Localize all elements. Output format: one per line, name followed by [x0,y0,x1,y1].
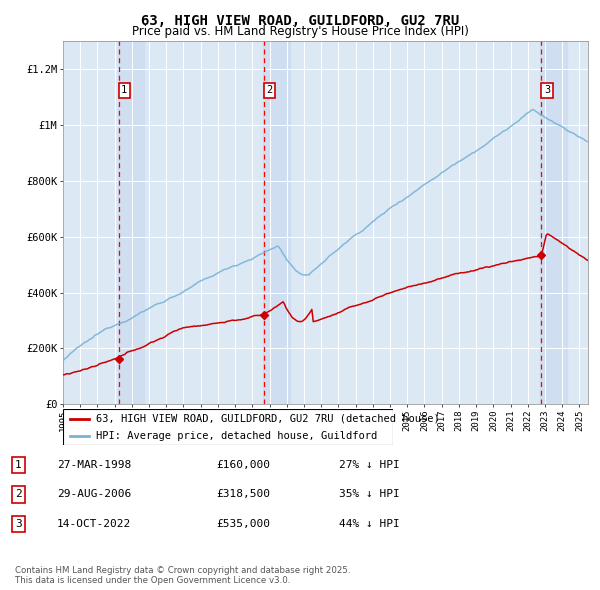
Text: Contains HM Land Registry data © Crown copyright and database right 2025.
This d: Contains HM Land Registry data © Crown c… [15,566,350,585]
Text: 27% ↓ HPI: 27% ↓ HPI [339,460,400,470]
Text: Price paid vs. HM Land Registry's House Price Index (HPI): Price paid vs. HM Land Registry's House … [131,25,469,38]
FancyBboxPatch shape [63,409,393,445]
Text: 3: 3 [544,86,550,95]
Text: 44% ↓ HPI: 44% ↓ HPI [339,519,400,529]
Text: 14-OCT-2022: 14-OCT-2022 [57,519,131,529]
Text: 63, HIGH VIEW ROAD, GUILDFORD, GU2 7RU (detached house): 63, HIGH VIEW ROAD, GUILDFORD, GU2 7RU (… [96,414,440,424]
Bar [118,41,145,404]
Text: 1: 1 [15,460,22,470]
Text: 63, HIGH VIEW ROAD, GUILDFORD, GU2 7RU: 63, HIGH VIEW ROAD, GUILDFORD, GU2 7RU [141,14,459,28]
Text: 2: 2 [15,490,22,499]
Text: 29-AUG-2006: 29-AUG-2006 [57,490,131,499]
Text: £318,500: £318,500 [216,490,270,499]
Text: £535,000: £535,000 [216,519,270,529]
Bar [541,41,567,404]
Bar [263,41,290,404]
Text: 2: 2 [266,86,272,95]
Text: HPI: Average price, detached house, Guildford: HPI: Average price, detached house, Guil… [96,431,377,441]
Text: 35% ↓ HPI: 35% ↓ HPI [339,490,400,499]
Text: 3: 3 [15,519,22,529]
Text: 27-MAR-1998: 27-MAR-1998 [57,460,131,470]
Text: 1: 1 [121,86,127,95]
Text: £160,000: £160,000 [216,460,270,470]
